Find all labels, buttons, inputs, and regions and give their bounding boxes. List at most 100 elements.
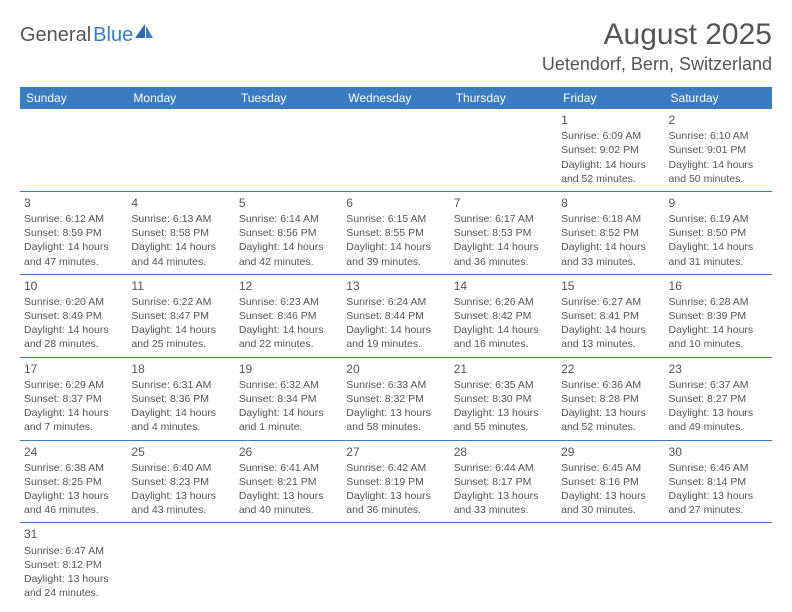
calendar-day-cell: 28Sunrise: 6:44 AMSunset: 8:17 PMDayligh… xyxy=(450,440,557,523)
sunset-text: Sunset: 8:46 PM xyxy=(239,309,338,323)
calendar-week-row: 31Sunrise: 6:47 AMSunset: 8:12 PMDayligh… xyxy=(20,523,772,605)
calendar-day-cell: 31Sunrise: 6:47 AMSunset: 8:12 PMDayligh… xyxy=(20,523,127,605)
day-number: 9 xyxy=(669,195,768,211)
daylight-text: Daylight: 14 hours and 1 minute. xyxy=(239,406,338,434)
day-number: 3 xyxy=(24,195,123,211)
sunset-text: Sunset: 8:52 PM xyxy=(561,226,660,240)
daylight-text: Daylight: 13 hours and 30 minutes. xyxy=(561,489,660,517)
calendar-day-cell: 16Sunrise: 6:28 AMSunset: 8:39 PMDayligh… xyxy=(665,274,772,357)
calendar-day-cell: 4Sunrise: 6:13 AMSunset: 8:58 PMDaylight… xyxy=(127,191,234,274)
sunrise-text: Sunrise: 6:22 AM xyxy=(131,295,230,309)
brand-part1: General xyxy=(20,24,91,47)
sunrise-text: Sunrise: 6:31 AM xyxy=(131,378,230,392)
day-number: 28 xyxy=(454,444,553,460)
calendar-day-cell: 30Sunrise: 6:46 AMSunset: 8:14 PMDayligh… xyxy=(665,440,772,523)
sunrise-text: Sunrise: 6:37 AM xyxy=(669,378,768,392)
day-number: 15 xyxy=(561,278,660,294)
daylight-text: Daylight: 14 hours and 10 minutes. xyxy=(669,323,768,351)
day-number: 7 xyxy=(454,195,553,211)
sunrise-text: Sunrise: 6:29 AM xyxy=(24,378,123,392)
calendar-day-cell xyxy=(342,523,449,605)
daylight-text: Daylight: 13 hours and 49 minutes. xyxy=(669,406,768,434)
calendar-day-cell: 27Sunrise: 6:42 AMSunset: 8:19 PMDayligh… xyxy=(342,440,449,523)
sunrise-text: Sunrise: 6:44 AM xyxy=(454,461,553,475)
sunset-text: Sunset: 8:21 PM xyxy=(239,475,338,489)
daylight-text: Daylight: 14 hours and 4 minutes. xyxy=(131,406,230,434)
sunrise-text: Sunrise: 6:32 AM xyxy=(239,378,338,392)
day-number: 22 xyxy=(561,361,660,377)
day-number: 12 xyxy=(239,278,338,294)
sunset-text: Sunset: 9:01 PM xyxy=(669,143,768,157)
calendar-day-cell: 22Sunrise: 6:36 AMSunset: 8:28 PMDayligh… xyxy=(557,357,664,440)
calendar-day-cell: 13Sunrise: 6:24 AMSunset: 8:44 PMDayligh… xyxy=(342,274,449,357)
brand-part2: Blue xyxy=(93,24,133,47)
title-block: August 2025 Uetendorf, Bern, Switzerland xyxy=(542,18,772,75)
sunrise-text: Sunrise: 6:10 AM xyxy=(669,129,768,143)
weekday-header: Wednesday xyxy=(342,87,449,109)
day-number: 23 xyxy=(669,361,768,377)
sunrise-text: Sunrise: 6:38 AM xyxy=(24,461,123,475)
sunrise-text: Sunrise: 6:47 AM xyxy=(24,544,123,558)
day-number: 20 xyxy=(346,361,445,377)
calendar-day-cell: 5Sunrise: 6:14 AMSunset: 8:56 PMDaylight… xyxy=(235,191,342,274)
sunset-text: Sunset: 8:58 PM xyxy=(131,226,230,240)
day-number: 2 xyxy=(669,112,768,128)
calendar-day-cell: 2Sunrise: 6:10 AMSunset: 9:01 PMDaylight… xyxy=(665,109,772,191)
sunset-text: Sunset: 8:32 PM xyxy=(346,392,445,406)
sunset-text: Sunset: 9:02 PM xyxy=(561,143,660,157)
calendar-day-cell: 29Sunrise: 6:45 AMSunset: 8:16 PMDayligh… xyxy=(557,440,664,523)
brand-logo: GeneralBlue xyxy=(20,18,155,47)
sunrise-text: Sunrise: 6:19 AM xyxy=(669,212,768,226)
calendar-day-cell: 14Sunrise: 6:26 AMSunset: 8:42 PMDayligh… xyxy=(450,274,557,357)
day-number: 18 xyxy=(131,361,230,377)
weekday-header: Thursday xyxy=(450,87,557,109)
sunrise-text: Sunrise: 6:23 AM xyxy=(239,295,338,309)
day-number: 16 xyxy=(669,278,768,294)
sunset-text: Sunset: 8:55 PM xyxy=(346,226,445,240)
calendar-day-cell: 9Sunrise: 6:19 AMSunset: 8:50 PMDaylight… xyxy=(665,191,772,274)
sunset-text: Sunset: 8:12 PM xyxy=(24,558,123,572)
sunrise-text: Sunrise: 6:46 AM xyxy=(669,461,768,475)
daylight-text: Daylight: 13 hours and 40 minutes. xyxy=(239,489,338,517)
sunset-text: Sunset: 8:50 PM xyxy=(669,226,768,240)
sunrise-text: Sunrise: 6:12 AM xyxy=(24,212,123,226)
daylight-text: Daylight: 14 hours and 28 minutes. xyxy=(24,323,123,351)
sunset-text: Sunset: 8:39 PM xyxy=(669,309,768,323)
calendar-day-cell xyxy=(450,523,557,605)
daylight-text: Daylight: 14 hours and 50 minutes. xyxy=(669,158,768,186)
sunset-text: Sunset: 8:14 PM xyxy=(669,475,768,489)
day-number: 30 xyxy=(669,444,768,460)
day-number: 21 xyxy=(454,361,553,377)
calendar-day-cell xyxy=(557,523,664,605)
calendar-day-cell xyxy=(665,523,772,605)
calendar-day-cell: 18Sunrise: 6:31 AMSunset: 8:36 PMDayligh… xyxy=(127,357,234,440)
calendar-day-cell: 8Sunrise: 6:18 AMSunset: 8:52 PMDaylight… xyxy=(557,191,664,274)
calendar-day-cell xyxy=(235,523,342,605)
daylight-text: Daylight: 14 hours and 52 minutes. xyxy=(561,158,660,186)
calendar-day-cell: 24Sunrise: 6:38 AMSunset: 8:25 PMDayligh… xyxy=(20,440,127,523)
calendar-day-cell xyxy=(450,109,557,191)
sunset-text: Sunset: 8:37 PM xyxy=(24,392,123,406)
sunrise-text: Sunrise: 6:28 AM xyxy=(669,295,768,309)
daylight-text: Daylight: 13 hours and 46 minutes. xyxy=(24,489,123,517)
location: Uetendorf, Bern, Switzerland xyxy=(542,54,772,75)
day-number: 27 xyxy=(346,444,445,460)
daylight-text: Daylight: 13 hours and 43 minutes. xyxy=(131,489,230,517)
daylight-text: Daylight: 13 hours and 55 minutes. xyxy=(454,406,553,434)
day-number: 17 xyxy=(24,361,123,377)
sunset-text: Sunset: 8:25 PM xyxy=(24,475,123,489)
sunrise-text: Sunrise: 6:41 AM xyxy=(239,461,338,475)
daylight-text: Daylight: 14 hours and 44 minutes. xyxy=(131,240,230,268)
weekday-header: Sunday xyxy=(20,87,127,109)
sunrise-text: Sunrise: 6:27 AM xyxy=(561,295,660,309)
daylight-text: Daylight: 14 hours and 42 minutes. xyxy=(239,240,338,268)
sunrise-text: Sunrise: 6:33 AM xyxy=(346,378,445,392)
month-title: August 2025 xyxy=(542,18,772,52)
sunset-text: Sunset: 8:23 PM xyxy=(131,475,230,489)
weekday-header: Monday xyxy=(127,87,234,109)
calendar-day-cell xyxy=(127,109,234,191)
sunset-text: Sunset: 8:28 PM xyxy=(561,392,660,406)
daylight-text: Daylight: 14 hours and 47 minutes. xyxy=(24,240,123,268)
sunrise-text: Sunrise: 6:13 AM xyxy=(131,212,230,226)
calendar-day-cell: 23Sunrise: 6:37 AMSunset: 8:27 PMDayligh… xyxy=(665,357,772,440)
